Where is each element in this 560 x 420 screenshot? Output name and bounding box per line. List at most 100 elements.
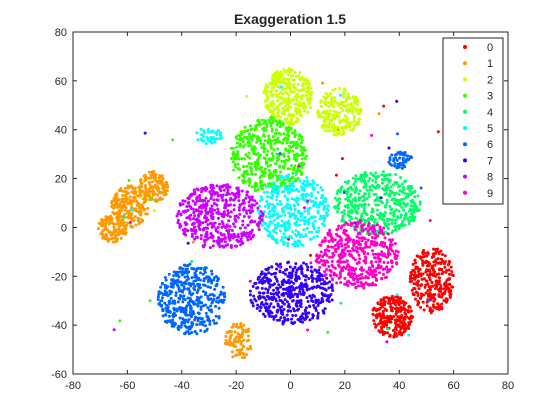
point [221, 300, 225, 304]
point [196, 188, 200, 192]
point [407, 222, 411, 226]
point [301, 288, 305, 292]
point [392, 211, 396, 215]
point [427, 263, 431, 267]
point [111, 203, 115, 207]
point [390, 243, 394, 247]
point [287, 151, 291, 155]
point [174, 313, 178, 317]
point [195, 236, 199, 240]
point [310, 296, 314, 300]
point [397, 209, 401, 213]
point [365, 245, 369, 249]
point [297, 223, 301, 227]
point [242, 214, 246, 218]
point [275, 277, 279, 281]
point [195, 290, 199, 294]
point [376, 266, 380, 270]
point [271, 99, 275, 103]
point [293, 244, 297, 248]
point [289, 163, 293, 167]
point [349, 272, 353, 276]
point [256, 160, 260, 164]
point [406, 217, 410, 221]
point [216, 225, 220, 229]
point [308, 99, 312, 103]
point [357, 117, 361, 121]
point [188, 217, 192, 221]
point [303, 109, 307, 113]
point [415, 254, 419, 258]
point [279, 214, 283, 218]
point [277, 78, 281, 82]
point [123, 186, 127, 190]
point [364, 227, 368, 231]
point [407, 305, 411, 309]
point [419, 256, 423, 260]
point [328, 92, 332, 96]
point [330, 125, 334, 129]
point [192, 225, 196, 229]
point [404, 179, 408, 183]
point [270, 146, 274, 150]
point [233, 153, 237, 157]
point [301, 312, 305, 316]
point [255, 140, 259, 144]
point [216, 216, 220, 220]
point [402, 330, 406, 334]
point [192, 221, 196, 225]
point [329, 103, 333, 107]
point [344, 266, 348, 270]
point [172, 270, 176, 274]
point [389, 315, 393, 319]
point [294, 271, 298, 275]
point [216, 276, 220, 280]
point [211, 129, 215, 133]
point [346, 92, 350, 96]
point [280, 207, 284, 211]
point [261, 280, 265, 284]
point [214, 321, 218, 325]
point [353, 208, 357, 212]
stray-point [395, 293, 399, 297]
point [189, 325, 193, 329]
point [175, 273, 179, 277]
point [115, 206, 119, 209]
point [412, 282, 416, 286]
series-8-cluster-0 [175, 183, 265, 250]
point [227, 236, 231, 240]
point [203, 284, 207, 287]
point [388, 218, 392, 222]
point [361, 236, 365, 240]
point [168, 289, 172, 293]
point [276, 147, 280, 151]
point [221, 198, 225, 202]
point [246, 238, 250, 242]
point [378, 227, 382, 231]
point [352, 282, 356, 286]
point [298, 133, 302, 137]
point [354, 185, 358, 189]
y-tick-label: -20 [51, 271, 67, 283]
point [237, 240, 241, 244]
point [354, 267, 358, 271]
point [412, 286, 416, 290]
point [274, 115, 278, 119]
stray-point [382, 104, 386, 108]
point [186, 229, 190, 233]
point [131, 225, 135, 229]
point [432, 271, 436, 275]
point [365, 196, 369, 200]
point [292, 212, 296, 216]
point [283, 194, 287, 198]
point [273, 315, 277, 319]
point [260, 301, 264, 305]
point [382, 178, 386, 182]
point [319, 282, 323, 286]
point [406, 154, 410, 158]
point [157, 176, 161, 180]
point [253, 185, 257, 189]
series-1-cluster-3 [223, 322, 253, 360]
point [286, 173, 290, 177]
point [178, 224, 182, 228]
